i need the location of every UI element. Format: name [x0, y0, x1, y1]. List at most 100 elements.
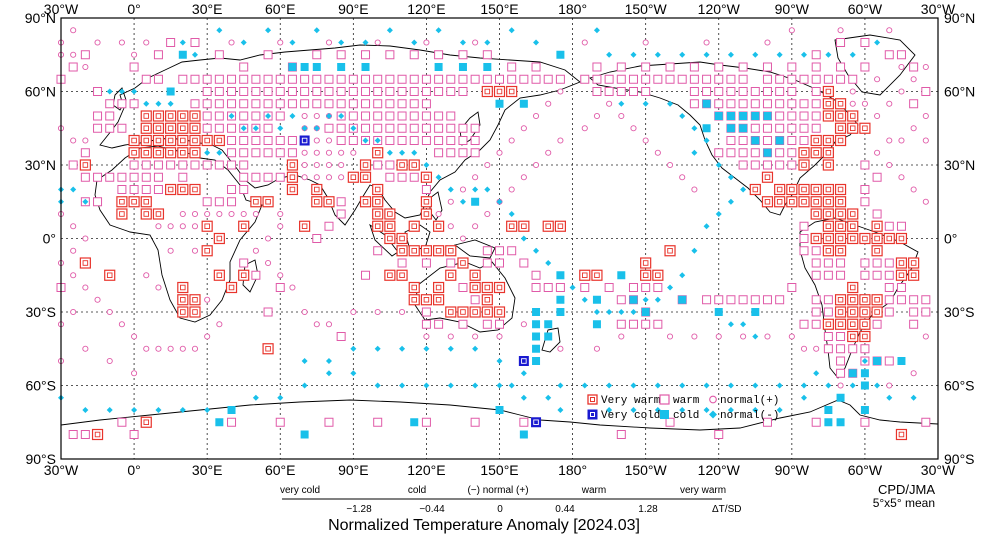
warm-marker [153, 160, 163, 170]
warm-marker [702, 87, 712, 96]
bottom-longitude-tick: 150°E [480, 462, 518, 478]
warm-marker [714, 62, 724, 72]
very-warm-marker [286, 183, 299, 196]
warm-marker [409, 111, 419, 121]
normal-minus-marker [484, 186, 491, 193]
very-warm-marker-inner [837, 113, 844, 119]
warm-marker [750, 148, 760, 158]
bottom-longitude-tick: 120°W [698, 462, 741, 478]
normal-plus-marker [849, 88, 856, 95]
normal-plus-marker [496, 333, 503, 340]
normal-plus-marker [837, 382, 844, 389]
warm-marker [129, 172, 139, 182]
normal-plus-marker [691, 333, 698, 340]
legend-very-warm-swatch-inner [590, 397, 595, 402]
normal-minus-marker [520, 394, 527, 401]
warm-marker [811, 417, 821, 427]
normal-minus-marker [472, 186, 479, 193]
very-cold-marker [531, 417, 542, 428]
warm-marker [251, 172, 261, 182]
warm-marker [312, 99, 322, 109]
warm-marker [799, 234, 809, 243]
warm-marker [117, 185, 127, 194]
normal-minus-marker [703, 407, 710, 413]
normal-minus-marker [703, 137, 710, 144]
very-warm-marker [396, 245, 408, 257]
very-warm-marker [420, 208, 433, 220]
legend-normal-minus-swatch [709, 410, 717, 419]
normal-plus-marker [886, 161, 893, 169]
very-warm-marker [432, 294, 445, 306]
normal-minus-marker [496, 382, 503, 389]
normal-plus-marker [496, 149, 503, 156]
normal-minus-marker [338, 113, 345, 119]
normal-minus-marker [557, 407, 564, 413]
very-warm-marker [372, 220, 384, 232]
cold-marker [532, 332, 541, 341]
normal-plus-marker [106, 308, 113, 316]
very-warm-marker-inner [825, 186, 832, 193]
warm-marker [823, 74, 833, 84]
normal-minus-marker [362, 137, 369, 144]
warm-marker [775, 111, 785, 121]
bottom-longitude-tick: 0° [127, 462, 140, 478]
normal-plus-marker [886, 137, 893, 144]
very-warm-marker-inner [862, 235, 868, 242]
normal-plus-marker [252, 247, 259, 254]
very-warm-marker [895, 428, 908, 441]
normal-plus-marker [191, 223, 199, 230]
normal-plus-marker [277, 39, 284, 46]
warm-marker [823, 258, 833, 268]
very-warm-marker-inner [374, 223, 381, 229]
very-warm-marker [457, 257, 469, 269]
normal-minus-marker [533, 39, 540, 46]
cold-marker [495, 406, 504, 414]
warm-marker [689, 62, 699, 72]
very-warm-marker [554, 220, 567, 232]
very-warm-marker-inner [374, 211, 381, 217]
warm-marker [750, 123, 760, 133]
very-warm-marker-inner [411, 247, 417, 254]
warm-marker [239, 148, 249, 158]
normal-minus-marker [265, 27, 272, 34]
warm-marker [68, 430, 78, 439]
normal-minus-marker [277, 394, 284, 401]
warm-marker [604, 74, 614, 84]
right-latitude-tick: 90°S [944, 451, 975, 467]
normal-minus-marker [801, 382, 808, 389]
normal-plus-marker [642, 137, 649, 144]
very-warm-marker-inner [131, 137, 137, 144]
warm-marker [117, 99, 127, 109]
very-warm-marker-inner [265, 346, 271, 352]
normal-minus-marker [143, 100, 150, 107]
normal-minus-marker [411, 39, 418, 46]
warm-marker [811, 87, 821, 96]
normal-minus-marker [727, 51, 734, 58]
normal-minus-marker [216, 27, 223, 34]
very-warm-marker [810, 147, 822, 159]
normal-plus-marker [313, 137, 320, 144]
warm-marker [909, 99, 919, 109]
very-warm-marker-inner [423, 247, 430, 254]
normal-minus-marker [654, 382, 661, 389]
warm-marker [470, 74, 480, 84]
legend-very-cold-label: Very cold [601, 410, 660, 422]
warm-marker [446, 87, 456, 96]
warm-marker [689, 87, 699, 96]
warm-marker [361, 123, 371, 133]
cold-marker [751, 136, 760, 145]
warm-marker [726, 99, 736, 109]
warm-marker [434, 136, 444, 145]
warm-marker [458, 50, 468, 60]
map-frame [60, 17, 939, 460]
very-warm-marker-inner [192, 297, 198, 303]
very-warm-marker-inner [180, 149, 186, 156]
normal-plus-marker [606, 100, 613, 107]
normal-plus-marker [325, 174, 333, 181]
cold-marker [312, 63, 321, 71]
normal-minus-marker [265, 113, 272, 119]
warm-marker [214, 111, 224, 121]
normal-plus-marker [204, 210, 211, 218]
warm-marker [324, 221, 334, 231]
very-warm-marker [432, 281, 445, 294]
